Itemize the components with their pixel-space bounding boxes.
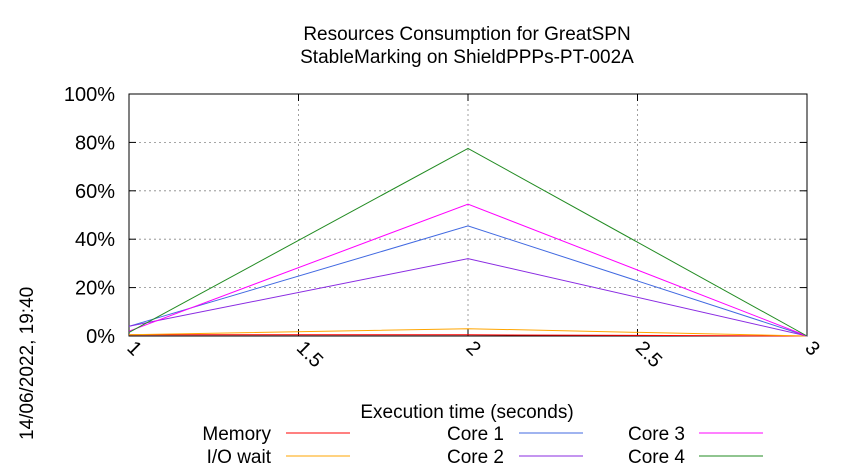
legend-label-memory: Memory [202, 424, 271, 445]
x-tick-label: 3 [800, 337, 823, 360]
series-line-core-2 [128, 258, 808, 337]
y-tick-label: 100% [64, 84, 115, 106]
series-line-memory [129, 334, 808, 337]
legend-label-core-2: Core 2 [447, 447, 504, 468]
chart-title-line: StableMarking on ShieldPPPs-PT-002A [300, 47, 634, 68]
x-tick-label: 2 [461, 337, 484, 360]
legend-label-i-o-wait: I/O wait [207, 447, 272, 468]
series-line-core-1 [128, 225, 808, 337]
y-axis-ticks: 0% 20% 40% 60% 80% 100% [64, 84, 807, 348]
x-axis-label: Execution time (seconds) [360, 402, 573, 423]
y-tick-label: 20% [75, 278, 115, 300]
series-line-core-3 [128, 203, 808, 337]
series-lines [128, 147, 808, 337]
x-tick-label: 1.5 [292, 337, 327, 372]
series-line-core-4 [128, 147, 808, 337]
y-tick-label: 60% [75, 181, 115, 203]
grid [129, 94, 807, 336]
y-tick-label: 80% [75, 132, 115, 154]
x-axis-ticks: 1 1.5 2 2.5 3 [122, 94, 824, 372]
series-line-i-o-wait [128, 328, 808, 337]
y-tick-label: 40% [75, 229, 115, 251]
legend-label-core-4: Core 4 [628, 447, 685, 468]
legend-label-core-1: Core 1 [447, 424, 504, 445]
timestamp: 14/06/2022, 19:40 [17, 287, 38, 440]
y-tick-label: 0% [86, 326, 115, 348]
legend-label-core-3: Core 3 [628, 424, 685, 445]
x-tick-label: 1 [122, 337, 145, 360]
chart-title: Resources Consumption for GreatSPNStable… [300, 24, 634, 68]
chart-title-line: Resources Consumption for GreatSPN [303, 24, 630, 45]
x-tick-label: 2.5 [631, 337, 666, 372]
